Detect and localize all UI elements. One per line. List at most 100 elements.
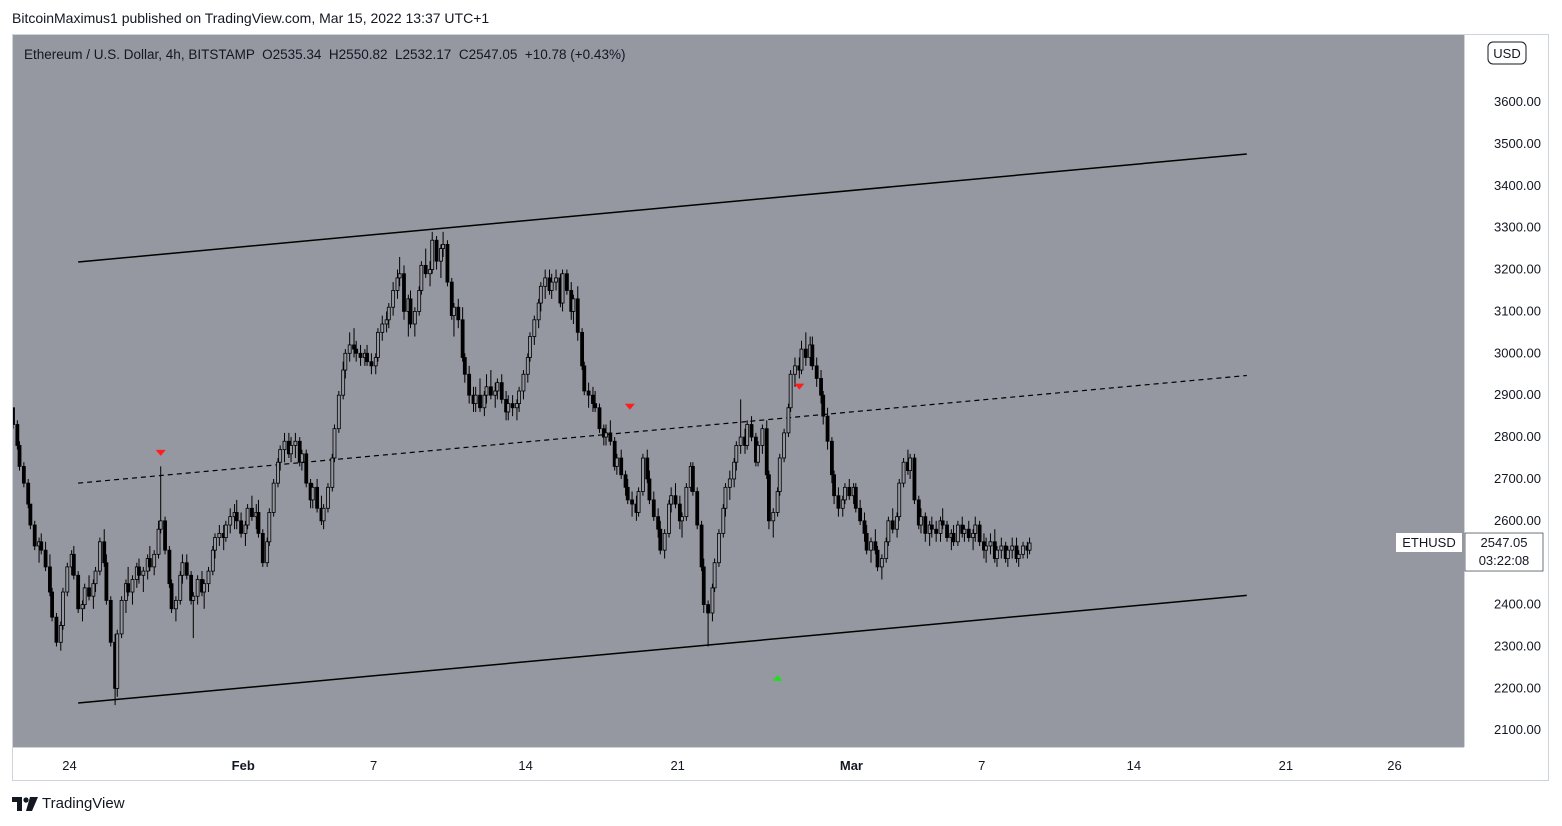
- candle-up: [1021, 545, 1025, 555]
- candle-up: [341, 369, 346, 396]
- candle-up: [662, 532, 667, 551]
- candle-up: [213, 537, 217, 551]
- candle-down: [803, 348, 808, 358]
- candle-down: [764, 428, 769, 476]
- ohlc-change: +10.78 (+0.43%): [525, 47, 626, 62]
- y-tick-label: 3600.00: [1494, 94, 1541, 109]
- candle-up: [376, 331, 380, 358]
- candle-down: [580, 331, 585, 367]
- candle-up: [191, 595, 196, 601]
- candle-down: [48, 566, 52, 593]
- candle-up: [484, 386, 489, 396]
- candle-up: [641, 457, 645, 492]
- candle-down: [126, 583, 131, 593]
- candle-down: [977, 524, 982, 543]
- candle-down: [836, 495, 841, 509]
- candle-up: [391, 290, 396, 308]
- x-tick-label: Feb: [232, 758, 255, 773]
- candle-down: [108, 600, 113, 643]
- candle-down: [912, 457, 917, 501]
- candle-down: [645, 457, 650, 480]
- candle-down: [43, 549, 48, 568]
- candle-down: [767, 474, 771, 522]
- candle-down: [593, 403, 598, 409]
- candle-up: [395, 277, 400, 291]
- candle-up: [869, 541, 873, 551]
- candle-up: [536, 302, 541, 321]
- y-tick-label: 3500.00: [1494, 136, 1541, 151]
- candle-up: [417, 290, 422, 312]
- candle-up: [955, 524, 960, 543]
- symbol-label-box: [1396, 533, 1462, 553]
- candle-down: [234, 512, 239, 522]
- candle-up: [58, 625, 63, 643]
- candle-down: [365, 352, 369, 363]
- candle-up: [738, 436, 743, 446]
- tradingview-wordmark: TradingView: [42, 795, 125, 812]
- candle-up: [604, 432, 608, 438]
- red-down-arrow-icon: [794, 383, 805, 390]
- candle-up: [336, 394, 341, 430]
- candle-down: [658, 528, 663, 551]
- x-tick-label: 21: [670, 758, 684, 773]
- candle-down: [749, 424, 754, 438]
- candle-up: [61, 591, 65, 626]
- candle-down: [597, 407, 602, 430]
- candle-up: [710, 587, 715, 614]
- candle-down: [147, 558, 152, 568]
- candle-down: [673, 495, 678, 505]
- price-chart[interactable]: 3600.00 3500.00 3400.00 3300.00 3200.00 3100.…: [13, 35, 1548, 780]
- x-tick-label: Mar: [840, 758, 863, 773]
- candle-up: [267, 512, 272, 543]
- candle-up: [760, 428, 765, 446]
- candle-up: [886, 520, 891, 543]
- candle-down: [864, 532, 869, 551]
- tradingview-logo[interactable]: TradingView: [12, 795, 125, 812]
- candle-up: [243, 524, 248, 534]
- candle-up: [473, 394, 478, 404]
- candle-up: [919, 516, 923, 526]
- candle-up: [971, 532, 975, 538]
- candle-up: [210, 549, 215, 572]
- ohlc-c-key: C: [459, 47, 469, 62]
- candle-down: [858, 507, 863, 522]
- y-tick-label: 2100.00: [1494, 722, 1541, 737]
- candle-up: [721, 507, 726, 534]
- candle-up: [528, 336, 532, 358]
- channel-line-2: [78, 594, 1247, 704]
- publish-line: BitcoinMaximus1 published on TradingView…: [12, 10, 490, 26]
- candle-up: [80, 604, 85, 610]
- candle-up: [174, 600, 178, 610]
- candle-down: [102, 541, 107, 564]
- candle-up: [293, 440, 298, 446]
- candle-down: [625, 486, 630, 501]
- candle-up: [793, 365, 797, 375]
- candle-down: [15, 424, 20, 446]
- candle-down: [256, 512, 261, 534]
- candle-down: [575, 298, 580, 333]
- candle-up: [130, 579, 135, 593]
- candle-down: [369, 361, 374, 367]
- candle-up: [373, 357, 378, 367]
- candle-up: [412, 311, 417, 325]
- candle-up: [549, 281, 554, 291]
- candle-up: [560, 273, 565, 304]
- candle-down: [619, 457, 624, 476]
- candle-down: [875, 549, 880, 568]
- candle-down: [564, 273, 569, 291]
- candle-down: [250, 507, 254, 518]
- candle-up: [158, 520, 163, 530]
- candle-down: [39, 541, 44, 551]
- candle-down: [167, 549, 172, 585]
- candle-down: [26, 482, 31, 505]
- candle-down: [695, 491, 700, 526]
- candle-up: [452, 306, 456, 317]
- currency-badge[interactable]: USD: [1487, 41, 1527, 65]
- candle-down: [402, 273, 406, 312]
- candle-up: [515, 403, 519, 409]
- candle-down: [929, 524, 934, 530]
- chart-container[interactable]: 3600.00 3500.00 3400.00 3300.00 3200.00 3100.…: [12, 34, 1549, 781]
- x-tick-label: 14: [1127, 758, 1141, 773]
- candle-up: [517, 390, 522, 404]
- candle-up: [386, 306, 391, 321]
